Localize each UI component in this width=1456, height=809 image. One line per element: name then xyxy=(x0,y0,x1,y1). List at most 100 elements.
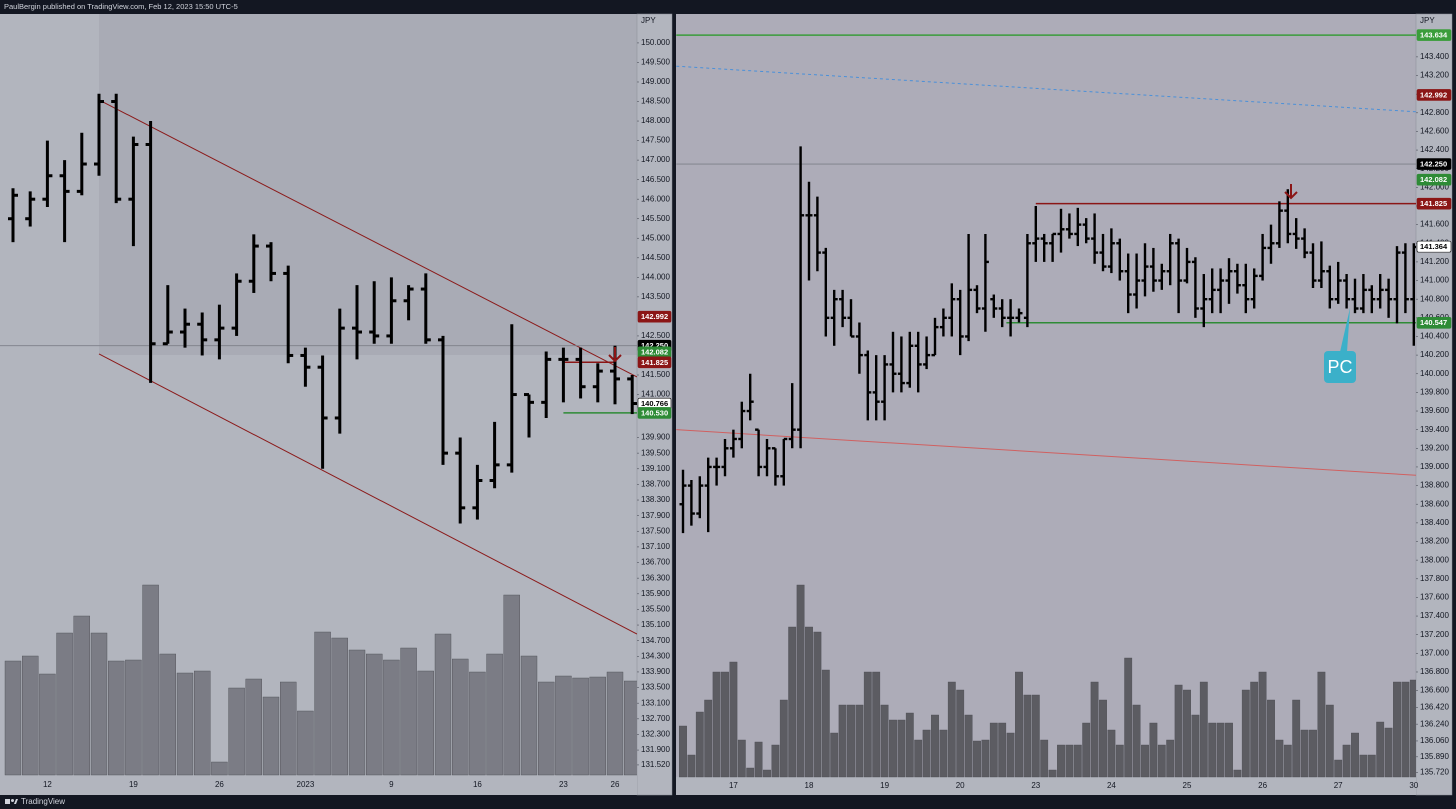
price-label-text: 142.992 xyxy=(641,312,668,321)
y-tick-label: 133.100 xyxy=(641,698,670,707)
y-tick-label: 145.000 xyxy=(641,233,670,242)
volume-bar xyxy=(1317,671,1326,778)
price-label xyxy=(1416,240,1452,253)
y-tick-label: 136.300 xyxy=(641,573,670,582)
volume-bar xyxy=(754,741,763,778)
x-tick-label: 26 xyxy=(611,780,620,789)
volume-bar xyxy=(383,659,400,776)
x-tick-label: 19 xyxy=(129,780,138,789)
volume-bar xyxy=(973,740,981,778)
volume-bar xyxy=(855,704,864,778)
x-tick-label: 9 xyxy=(389,780,394,789)
y-tick-label: 136.600 xyxy=(1420,686,1449,695)
plot-bg xyxy=(676,14,1416,795)
volume-bar xyxy=(90,632,108,776)
price-label xyxy=(1416,173,1452,186)
y-tick-label: 137.200 xyxy=(1420,630,1449,639)
y-tick-label: 141.500 xyxy=(641,370,670,379)
y-tick-label: 139.200 xyxy=(1420,443,1449,452)
y-tick-label: 138.800 xyxy=(1420,481,1449,490)
x-tick-label: 27 xyxy=(1334,781,1343,790)
y-tick-label: 136.060 xyxy=(1420,736,1449,745)
volume-bar xyxy=(107,660,125,776)
volume-bar xyxy=(897,719,906,778)
volume-bar xyxy=(348,649,366,776)
volume-bar xyxy=(159,653,177,776)
volume-bar xyxy=(125,659,142,776)
volume-bar xyxy=(1057,744,1065,778)
y-tick-label: 132.700 xyxy=(641,714,670,723)
volume-bar xyxy=(1334,759,1343,778)
x-tick-label: 17 xyxy=(729,781,738,790)
price-label xyxy=(637,310,672,323)
y-tick-label: 142.500 xyxy=(641,331,670,340)
volume-bar xyxy=(1183,689,1191,778)
volume-bar xyxy=(721,671,729,778)
volume-bar xyxy=(1099,699,1107,778)
y-tick-label: 136.420 xyxy=(1420,703,1449,712)
volume-bar xyxy=(1409,679,1416,778)
y-tick-label: 140.200 xyxy=(1420,350,1449,359)
y-tick-label: 136.700 xyxy=(641,558,670,567)
volume-bar xyxy=(1040,739,1049,778)
volume-bar xyxy=(1166,739,1175,778)
volume-bar xyxy=(417,670,434,776)
volume-bar xyxy=(434,633,452,776)
y-tick-label: 147.000 xyxy=(641,155,670,164)
y-tick-label: 133.900 xyxy=(641,667,670,676)
volume-bar xyxy=(4,660,22,776)
y-tick-label: 135.890 xyxy=(1420,752,1449,761)
trend-line xyxy=(676,65,1416,113)
x-tick-label: 23 xyxy=(559,780,568,789)
volume-bar xyxy=(1073,744,1082,778)
price-label-text: 141.825 xyxy=(641,358,668,367)
plot xyxy=(676,34,1416,778)
volume-bar xyxy=(211,761,228,776)
y-tick-label: 139.500 xyxy=(641,448,670,457)
arrow xyxy=(608,347,622,363)
volume-bar xyxy=(503,594,520,776)
volume-bar xyxy=(1359,754,1368,778)
volume-bar xyxy=(1157,744,1166,778)
volume-bar xyxy=(981,739,990,778)
volume-bar xyxy=(813,631,822,778)
price-label xyxy=(1416,29,1452,41)
price-label-text: 142.250 xyxy=(641,341,668,350)
range-box xyxy=(99,14,637,355)
volume-bar xyxy=(469,671,486,776)
price-label-text: 140.530 xyxy=(641,408,668,417)
volume-bar xyxy=(939,729,948,778)
y-tick-label: 139.100 xyxy=(641,464,670,473)
volume-bar xyxy=(1384,727,1393,778)
y-tick-label: 140.000 xyxy=(1420,369,1449,378)
volume-bar xyxy=(872,671,881,778)
volume-bar xyxy=(687,754,696,778)
y-tick-label: 139.900 xyxy=(641,433,670,442)
volume-bar xyxy=(1015,671,1023,778)
volume-bar xyxy=(280,681,297,776)
y-tick-label: 142.400 xyxy=(1420,145,1449,154)
y-tick-label: 138.700 xyxy=(641,480,670,489)
volume-bar xyxy=(1342,744,1351,778)
y-tick-label: 138.000 xyxy=(1420,555,1449,564)
volume-bar xyxy=(1216,722,1225,778)
price-label xyxy=(1416,158,1452,170)
volume-bar xyxy=(763,769,771,778)
axis-currency: JPY xyxy=(641,16,656,25)
volume-bar xyxy=(737,739,746,778)
price-label-text: 140.766 xyxy=(641,399,668,408)
volume-bar xyxy=(695,711,704,778)
price-label-text: 143.634 xyxy=(1420,31,1448,40)
volume-bar xyxy=(956,689,965,778)
price-label xyxy=(637,407,672,419)
trend-line xyxy=(98,353,637,635)
price-label-text: 142.250 xyxy=(1420,160,1447,169)
y-tick-label: 150.000 xyxy=(641,38,670,47)
x-tick-label: 26 xyxy=(1258,781,1267,790)
volume-bar xyxy=(1065,744,1074,778)
volume-bar xyxy=(712,671,721,778)
x-tick-label: 24 xyxy=(1107,781,1116,790)
y-tick-label: 141.600 xyxy=(1420,220,1449,229)
axis-currency: JPY xyxy=(1420,16,1435,25)
